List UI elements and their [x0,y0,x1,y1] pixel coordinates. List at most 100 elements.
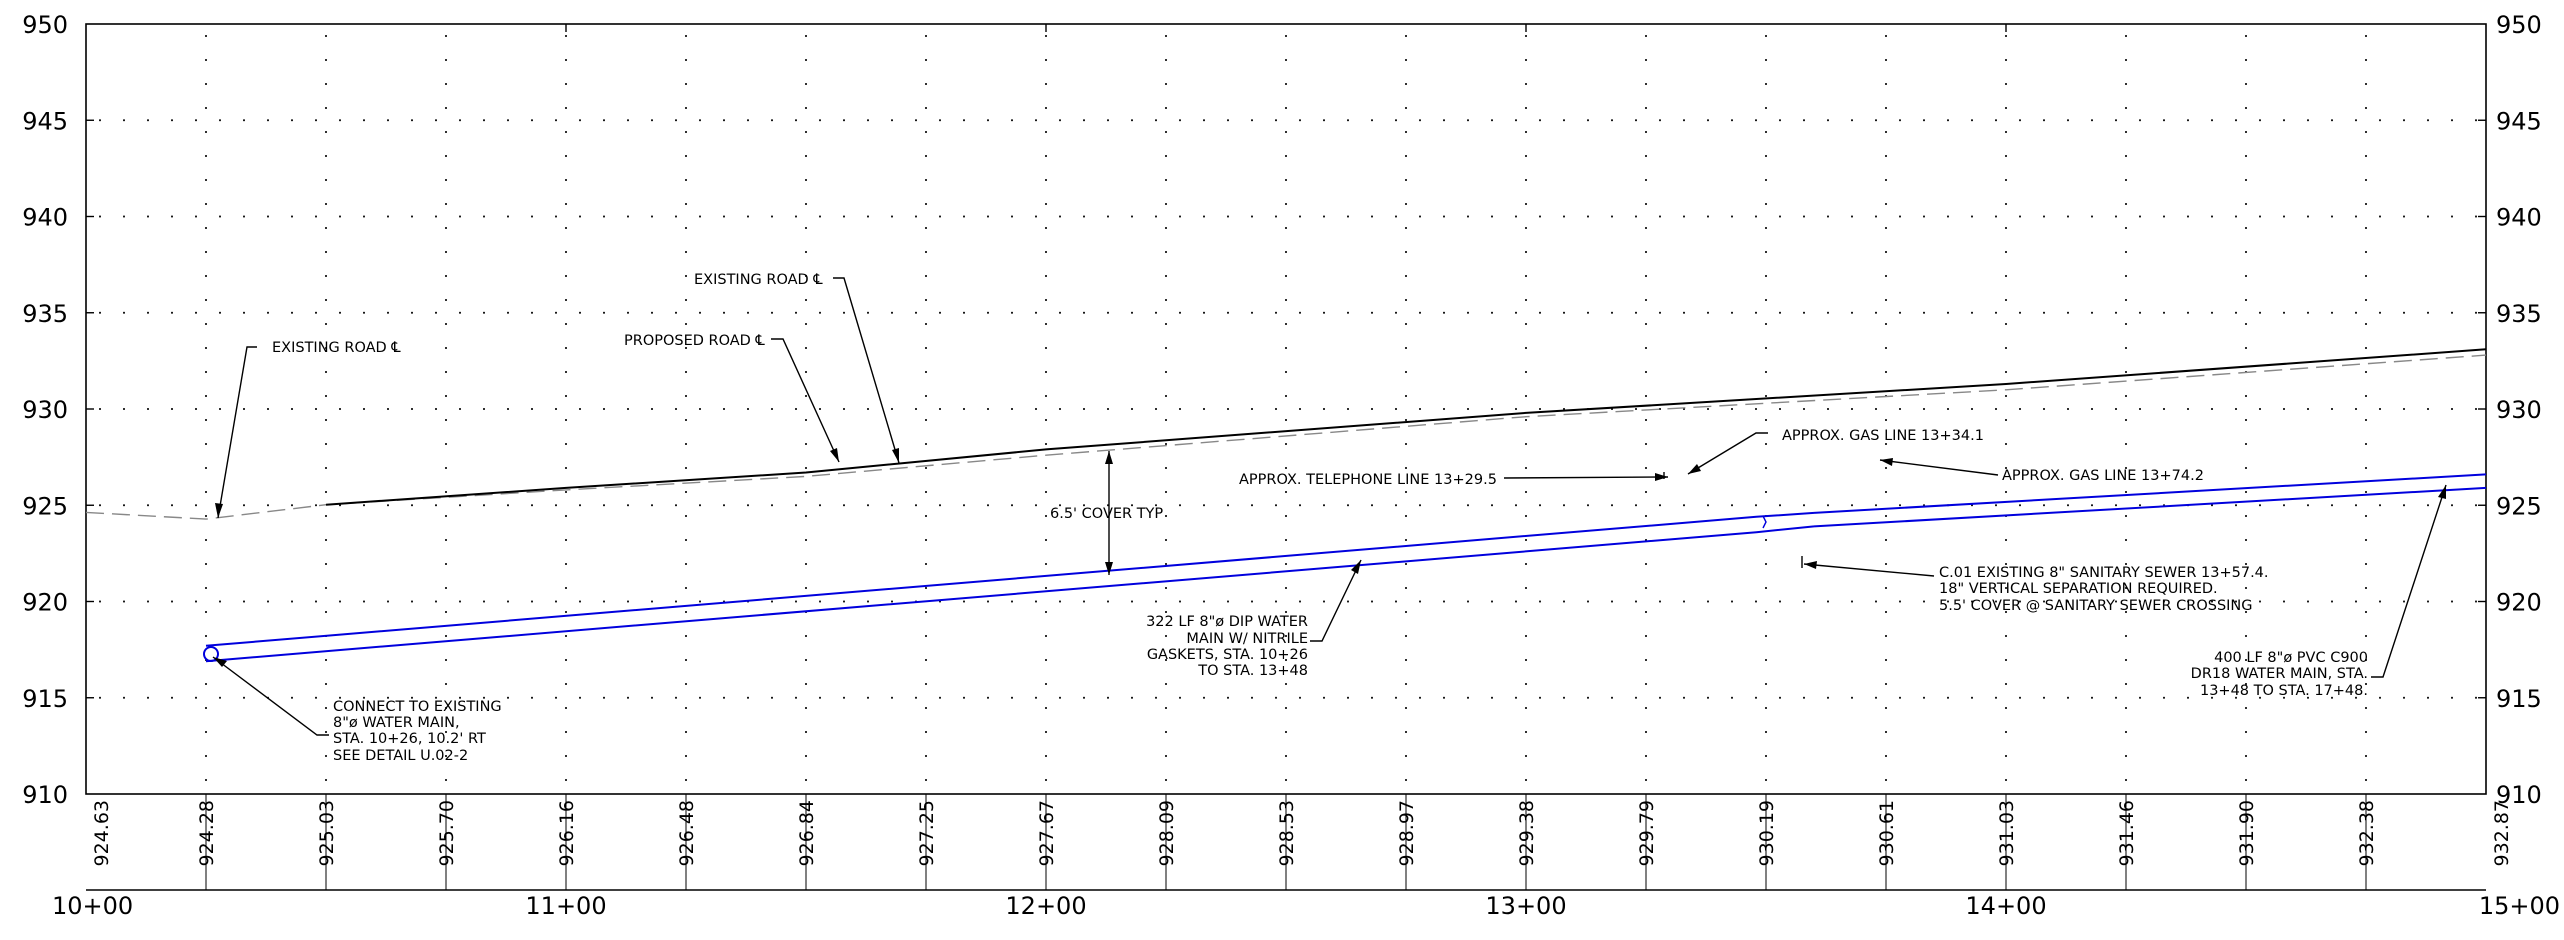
grid-dot [1179,696,1181,699]
grid-dot [2091,600,2093,603]
grid-dot [2403,215,2405,218]
ground-elevation-label: 929.79 [1636,800,1658,866]
grid-dot [915,215,917,218]
grid-dot [1299,504,1301,507]
grid-dot [435,119,437,122]
grid-dot [2005,35,2007,37]
grid-dot [2331,600,2333,603]
grid-dot [1827,408,1829,410]
grid-dot [565,587,567,589]
grid-dot [1995,696,1997,699]
grid-dot [1525,155,1527,157]
grid-dot [1285,659,1287,661]
grid-dot [1443,600,1445,603]
grid-dot [205,83,207,85]
grid-dot [2125,755,2127,757]
grid-dot [805,755,807,757]
grid-dot [685,587,687,589]
grid-dot [805,347,807,349]
grid-dot [771,408,773,410]
grid-dot [1875,504,1877,507]
grid-dot [1227,696,1229,699]
grid-dot [2163,408,2165,410]
grid-dot [1165,683,1167,685]
grid-dot [195,696,197,699]
grid-dot [1285,83,1287,85]
grid-dot [1165,179,1167,181]
grid-dot [675,600,677,603]
grid-dot [2125,131,2127,133]
grid-dot [2451,215,2453,218]
arrow-existing-road-upper [892,448,899,463]
grid-dot [1525,491,1527,493]
grid-dot [435,600,437,603]
grid-dot [1779,408,1781,410]
grid-dot [2187,215,2189,218]
grid-dot [1467,215,1469,218]
grid-dot [147,215,149,218]
grid-dot [1923,215,1925,218]
grid-dot [723,504,725,507]
grid-dot [2005,611,2007,613]
grid-dot [2043,600,2045,603]
grid-dot [805,251,807,253]
grid-dot [1285,539,1287,541]
grid-dot [1467,311,1469,314]
grid-dot [2019,311,2021,314]
arrow-connect [213,657,227,667]
grid-dot [325,779,327,781]
grid-dot [315,696,317,699]
ground-elevation-label: 930.19 [1756,800,1778,866]
grid-dot [1765,347,1767,349]
grid-dot [1165,443,1167,445]
grid-dot [925,467,927,469]
grid-dot [2365,275,2367,277]
grid-dot [445,515,447,517]
grid-dot [685,755,687,757]
grid-dot [925,251,927,253]
grid-dot [1011,215,1013,218]
leader-gas-1 [1687,432,1768,475]
leader-pvc-main [2371,484,2447,678]
grid-dot [445,323,447,325]
grid-dot [2067,311,2069,314]
grid-dot [2403,600,2405,603]
grid-dot [1885,539,1887,541]
grid-dot [2005,659,2007,661]
grid-dot [339,600,341,603]
grid-dot [2125,467,2127,469]
grid-dot [1107,504,1109,507]
elevation-label-right: 950 [2496,11,2542,39]
grid-dot [819,311,821,314]
grid-dot [699,600,701,603]
grid-dot [1923,504,1925,507]
grid-dot [1131,696,1133,699]
grid-dot [1779,504,1781,507]
grid-dot [267,408,269,410]
grid-dot [603,408,605,410]
grid-dot [483,215,485,218]
grid-dot [925,299,927,301]
grid-dot [1165,731,1167,733]
grid-dot [1045,635,1047,637]
grid-dot [2245,179,2247,181]
grid-dot [1587,600,1589,603]
grid-dot [2245,203,2247,205]
grid-dot [805,59,807,61]
grid-dot [1227,504,1229,507]
grid-dot [987,215,989,218]
grid-dot [627,504,629,507]
grid-dot [459,504,461,507]
grid-dot [1165,59,1167,61]
grid-dot [1083,696,1085,699]
grid-dot [363,215,365,218]
grid-dot [387,600,389,603]
grid-dot [685,323,687,325]
grid-dot [1779,696,1781,699]
grid-dot [2245,659,2247,661]
grid-dot [2451,504,2453,507]
grid-dot [205,779,207,781]
leader-connect [212,656,329,736]
grid-dot [2125,515,2127,517]
grid-dot [1645,755,1647,757]
